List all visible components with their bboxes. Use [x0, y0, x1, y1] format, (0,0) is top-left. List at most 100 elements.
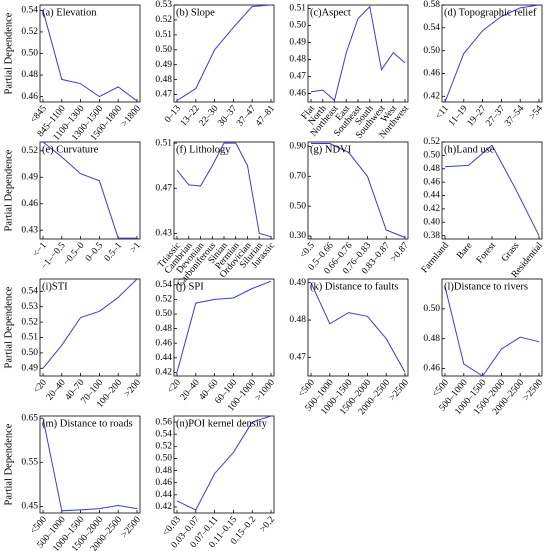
plot-frame: [307, 141, 409, 240]
y-tick-label: 0.49: [155, 60, 172, 70]
y-tick-label: 0.52: [155, 15, 172, 25]
y-tick-label: 0.50: [289, 21, 306, 31]
plot-frame: [441, 278, 543, 377]
y-tick-label: 0.46: [21, 92, 38, 102]
y-tick-label: 0.30: [289, 231, 306, 241]
y-tick-label: 0.51: [21, 333, 38, 343]
y-tick-label: 0.47: [289, 72, 306, 82]
line: [310, 5, 406, 102]
y-tick-label: 0.48: [289, 315, 306, 325]
y-tick-label: 0.50: [289, 201, 306, 211]
panel-title: (b) Slope: [176, 7, 215, 18]
plot-frame: [173, 4, 275, 103]
x-tick-label: >54: [528, 104, 545, 122]
y-tick-label: 0.48: [21, 70, 38, 80]
x-tick-label: 0–0.5: [84, 241, 106, 264]
y-tick-label: 0.49: [289, 38, 306, 48]
y-tick-label: 0.44: [155, 490, 172, 500]
panel-title: (l)Distance to rivers: [444, 281, 528, 292]
y-axis-label: Partial Dependence: [3, 149, 14, 231]
panel-title: (k) Distance to faults: [310, 281, 398, 292]
plot-frame: [173, 415, 275, 514]
panel-title: (d) Topographic relief: [444, 7, 537, 18]
line: [444, 144, 540, 236]
y-tick-label: 0.52: [21, 317, 38, 327]
y-tick-label: 0.55: [21, 457, 38, 467]
panel-title: (m) Distance to roads: [42, 418, 133, 429]
x-tick-label: 0.5–1: [103, 241, 125, 264]
line: [311, 143, 406, 238]
x-tick-label: 37–47: [235, 104, 258, 129]
y-tick-label: 0.43: [21, 225, 38, 235]
line: [310, 282, 406, 373]
line: [42, 141, 137, 239]
x-tick-label: 47–81: [254, 104, 277, 129]
line: [42, 418, 138, 512]
x-tick-label: >0.2: [258, 515, 277, 535]
y-tick-label: 0.56: [155, 417, 172, 427]
line: [176, 4, 272, 101]
x-tick-label: 37–54: [503, 104, 526, 129]
y-tick-label: 0.42: [423, 91, 440, 101]
plot-frame: [39, 415, 141, 514]
y-tick-label: 0.51: [155, 138, 172, 148]
y-tick-label: 0.46: [423, 364, 440, 374]
y-tick-label: 0.50: [155, 45, 172, 55]
y-tick-label: 0.50: [155, 309, 172, 319]
x-tick-label: Bare: [455, 241, 474, 261]
panel-title: (i)STI: [42, 281, 68, 292]
plot-frame: [39, 278, 141, 377]
x-tick-label: 11–19: [447, 104, 470, 129]
plot-frame: [173, 278, 275, 377]
plot-frame: [441, 141, 543, 240]
panel-title: (a) Elevation: [42, 7, 97, 18]
x-tick-label: 19–27: [466, 104, 489, 129]
y-tick-label: 0.70: [289, 172, 306, 182]
y-tick-label: 0.46: [155, 478, 172, 488]
x-tick-label: >2500: [388, 378, 411, 403]
y-tick-label: 0.48: [155, 75, 172, 85]
x-tick-label: 20–40: [179, 378, 202, 403]
y-tick-label: 0.65: [21, 413, 38, 423]
x-tick-label: >1: [129, 241, 143, 255]
panel-title: (f) Lithology: [176, 144, 231, 155]
y-axis-label: Partial Dependence: [3, 286, 14, 368]
y-tick-label: 0.49: [21, 172, 38, 182]
y-tick-label: 0.50: [423, 151, 440, 161]
panel-title: (n)POI kernel density: [176, 418, 268, 429]
y-tick-label: 0.54: [423, 23, 440, 33]
y-axis-label: Partial Dependence: [3, 12, 14, 94]
plot-frame: [307, 278, 409, 377]
y-tick-label: 0.51: [289, 4, 306, 14]
x-tick-label: >2500: [522, 378, 545, 403]
y-tick-label: 0.53: [155, 0, 172, 10]
y-tick-label: 0.53: [21, 302, 38, 312]
x-tick-label: 22–30: [198, 104, 221, 129]
x-tick-label: 27–37: [484, 104, 507, 129]
x-tick-label: −0.5–0: [62, 241, 87, 268]
y-tick-label: 0.48: [423, 164, 440, 174]
x-tick-label: >200: [123, 378, 143, 400]
y-tick-label: 0.54: [21, 6, 38, 16]
x-tick-label: 30–37: [216, 104, 239, 129]
y-tick-label: 0.46: [155, 338, 172, 348]
y-tick-label: 0.50: [21, 348, 38, 358]
y-axis-label: Partial Dependence: [3, 423, 14, 505]
y-tick-label: 0.54: [155, 280, 172, 290]
y-tick-label: 0.48: [423, 334, 440, 344]
y-tick-label: 0.48: [289, 55, 306, 65]
y-tick-label: 0.47: [289, 353, 306, 363]
x-tick-label: Forest: [475, 241, 498, 266]
y-tick-label: 0.47: [155, 183, 172, 193]
line: [42, 278, 138, 369]
plot-frame: [173, 141, 275, 240]
y-tick-label: 0.52: [423, 137, 440, 147]
y-tick-label: 0.54: [21, 287, 38, 297]
y-tick-label: 0.44: [423, 191, 440, 201]
line: [444, 286, 540, 377]
panel-title: (g) NDVI: [310, 144, 352, 155]
y-tick-label: 0.52: [21, 27, 38, 37]
line: [444, 4, 540, 103]
y-tick-label: 0.49: [289, 278, 306, 288]
y-tick-label: 0.43: [155, 229, 172, 239]
